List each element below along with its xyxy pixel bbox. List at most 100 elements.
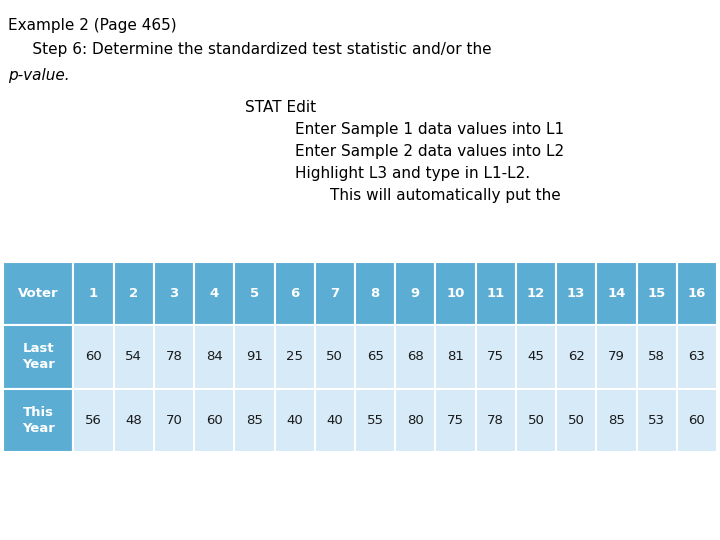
Bar (636, 262, 677, 325)
Text: Enter Sample 1 data values into L1: Enter Sample 1 data values into L1 (295, 122, 564, 137)
Text: 54: 54 (125, 350, 142, 363)
Text: 10: 10 (446, 287, 464, 300)
Text: 75: 75 (447, 414, 464, 427)
Bar (73, 262, 114, 325)
Bar (73, 325, 114, 389)
Bar (636, 325, 677, 389)
Bar (274, 262, 315, 325)
Bar (355, 262, 395, 325)
Bar (114, 389, 154, 452)
Text: STAT Edit: STAT Edit (245, 100, 316, 115)
Bar (3, 325, 73, 389)
Bar (516, 262, 556, 325)
Bar (3, 262, 73, 325)
Text: 1: 1 (89, 287, 98, 300)
Text: 91: 91 (246, 350, 263, 363)
Text: 63: 63 (688, 350, 706, 363)
Text: 85: 85 (246, 414, 263, 427)
Bar (114, 262, 154, 325)
Bar (556, 389, 596, 452)
Bar (315, 389, 355, 452)
Text: 80: 80 (407, 414, 423, 427)
Bar (516, 325, 556, 389)
Bar (234, 325, 274, 389)
Text: 50: 50 (568, 414, 585, 427)
Bar (73, 389, 114, 452)
Bar (556, 262, 596, 325)
Bar (596, 325, 636, 389)
Bar (194, 262, 234, 325)
Text: This will automatically put the: This will automatically put the (330, 188, 561, 203)
Text: 16: 16 (688, 287, 706, 300)
Text: 25: 25 (286, 350, 303, 363)
Text: 40: 40 (287, 414, 303, 427)
Bar (355, 325, 395, 389)
Bar (234, 389, 274, 452)
Bar (677, 262, 717, 325)
Text: 85: 85 (608, 414, 625, 427)
Bar (556, 325, 596, 389)
Text: Voter: Voter (18, 287, 58, 300)
Text: 6: 6 (290, 287, 300, 300)
Bar (3, 389, 73, 452)
Bar (596, 262, 636, 325)
Text: Example 2 (Page 465): Example 2 (Page 465) (8, 18, 176, 33)
Bar (274, 389, 315, 452)
Bar (436, 262, 476, 325)
Text: 79: 79 (608, 350, 625, 363)
Text: 56: 56 (85, 414, 102, 427)
Text: 78: 78 (487, 414, 504, 427)
Text: 4: 4 (210, 287, 219, 300)
Text: Step 6: Determine the standardized test statistic and/or the: Step 6: Determine the standardized test … (8, 42, 492, 57)
Text: 60: 60 (688, 414, 706, 427)
Text: 50: 50 (528, 414, 544, 427)
Bar (636, 389, 677, 452)
Bar (677, 325, 717, 389)
Text: 45: 45 (528, 350, 544, 363)
Text: 40: 40 (326, 414, 343, 427)
Text: p-value.: p-value. (8, 68, 70, 83)
Text: 60: 60 (206, 414, 222, 427)
Text: 2: 2 (129, 287, 138, 300)
Bar (395, 325, 436, 389)
Text: 50: 50 (326, 350, 343, 363)
Bar (516, 389, 556, 452)
Text: 13: 13 (567, 287, 585, 300)
Text: 9: 9 (410, 287, 420, 300)
Text: 58: 58 (648, 350, 665, 363)
Bar (154, 262, 194, 325)
Bar (476, 262, 516, 325)
Text: 5: 5 (250, 287, 259, 300)
Text: 14: 14 (607, 287, 626, 300)
Bar (436, 325, 476, 389)
Text: 15: 15 (647, 287, 666, 300)
Text: 68: 68 (407, 350, 423, 363)
Text: 78: 78 (166, 350, 182, 363)
Text: 75: 75 (487, 350, 504, 363)
Text: 48: 48 (125, 414, 142, 427)
Text: 84: 84 (206, 350, 222, 363)
Bar (315, 325, 355, 389)
Text: 3: 3 (169, 287, 179, 300)
Text: 81: 81 (447, 350, 464, 363)
Text: Enter Sample 2 data values into L2: Enter Sample 2 data values into L2 (295, 144, 564, 159)
Bar (596, 389, 636, 452)
Bar (274, 325, 315, 389)
Bar (677, 389, 717, 452)
Text: 70: 70 (166, 414, 182, 427)
Bar (395, 389, 436, 452)
Text: 8: 8 (371, 287, 379, 300)
Bar (476, 325, 516, 389)
Bar (194, 325, 234, 389)
Bar (114, 325, 154, 389)
Text: Last
Year: Last Year (22, 342, 55, 372)
Bar (436, 389, 476, 452)
Bar (395, 262, 436, 325)
Text: 11: 11 (487, 287, 505, 300)
Text: This
Year: This Year (22, 406, 55, 435)
Bar (234, 262, 274, 325)
Text: Highlight L3 and type in L1-L2.: Highlight L3 and type in L1-L2. (295, 166, 530, 181)
Bar (315, 262, 355, 325)
Text: 12: 12 (527, 287, 545, 300)
Text: 65: 65 (366, 350, 384, 363)
